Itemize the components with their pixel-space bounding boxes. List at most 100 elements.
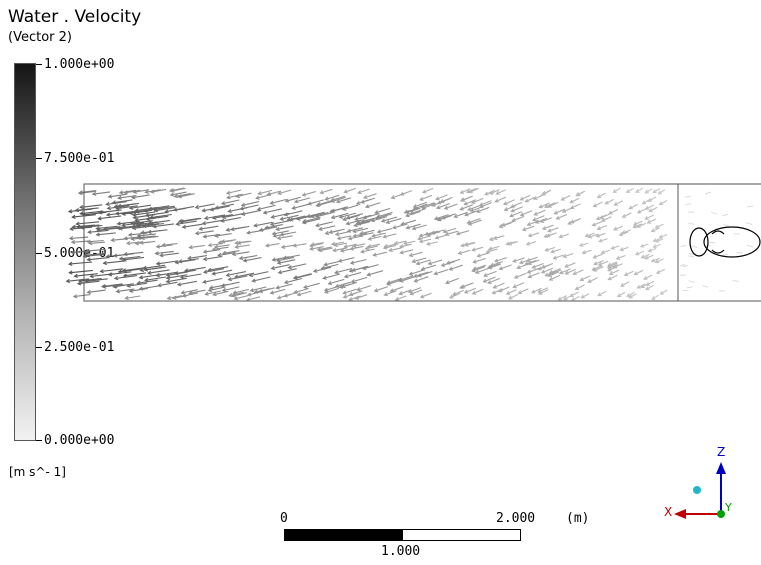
velocity-vector xyxy=(406,223,421,229)
velocity-vector xyxy=(432,200,445,207)
velocity-vector xyxy=(270,288,286,294)
velocity-vector-head xyxy=(118,190,124,195)
velocity-vector-head xyxy=(86,289,91,295)
velocity-vector-head xyxy=(128,205,134,210)
velocity-vector-head xyxy=(537,266,542,271)
velocity-vector-head xyxy=(644,216,649,220)
velocity-vector xyxy=(158,281,178,287)
velocity-vector xyxy=(247,229,265,234)
velocity-vector-head xyxy=(547,228,552,233)
velocity-vector-head xyxy=(262,210,268,215)
velocity-vector xyxy=(648,247,657,252)
velocity-vector xyxy=(596,232,606,238)
velocity-vector xyxy=(633,220,643,226)
velocity-vector-head xyxy=(567,220,572,225)
velocity-vector xyxy=(284,291,299,297)
velocity-vector xyxy=(133,211,156,216)
velocity-vector xyxy=(608,209,619,215)
velocity-vector-head xyxy=(405,213,410,218)
velocity-vector-head xyxy=(424,231,429,236)
velocity-vector-head xyxy=(155,244,161,249)
velocity-vector xyxy=(637,222,647,228)
velocity-vector xyxy=(371,216,388,222)
velocity-vector xyxy=(203,249,221,253)
velocity-vector-head xyxy=(338,284,344,289)
velocity-vector-head xyxy=(79,211,84,216)
legend-tick-0 xyxy=(36,64,42,65)
velocity-vector xyxy=(144,207,166,212)
velocity-vector xyxy=(129,204,151,209)
velocity-vector-head xyxy=(539,218,545,223)
velocity-vector-head xyxy=(383,244,388,249)
velocity-vector xyxy=(464,242,476,247)
velocity-vector xyxy=(155,250,174,255)
velocity-vector xyxy=(333,247,347,252)
velocity-vector-head xyxy=(349,260,355,265)
velocity-vector xyxy=(89,241,105,244)
velocity-vector xyxy=(69,269,93,274)
velocity-vector-head xyxy=(288,217,294,222)
velocity-vector-head xyxy=(548,276,554,281)
velocity-vector xyxy=(342,204,359,211)
velocity-vector-head xyxy=(322,275,327,280)
velocity-vector xyxy=(145,211,168,217)
velocity-vector-head xyxy=(464,212,469,217)
velocity-vector-head xyxy=(641,200,647,205)
velocity-vector xyxy=(479,202,492,208)
velocity-vector xyxy=(445,230,459,236)
velocity-vector-head xyxy=(621,213,627,218)
legend-subtitle: (Vector 2) xyxy=(8,30,72,45)
velocity-vector xyxy=(111,238,128,241)
velocity-vector xyxy=(570,217,582,224)
velocity-vector xyxy=(309,246,324,250)
velocity-vector xyxy=(745,222,753,225)
velocity-vector-head xyxy=(628,205,633,210)
velocity-vector-head xyxy=(448,294,454,299)
velocity-vector xyxy=(445,277,460,284)
velocity-vector-head xyxy=(296,292,302,297)
velocity-vector xyxy=(471,197,484,204)
velocity-vector-head xyxy=(388,248,393,253)
velocity-vector xyxy=(343,214,360,221)
velocity-vector-head xyxy=(657,190,662,195)
velocity-vector-head xyxy=(532,217,537,222)
velocity-vector xyxy=(325,229,341,235)
velocity-vector-head xyxy=(648,208,653,213)
velocity-vector-head xyxy=(457,250,463,255)
velocity-vector-head xyxy=(440,262,446,267)
velocity-vector-head xyxy=(403,240,408,246)
velocity-vector-head xyxy=(234,240,239,245)
velocity-vector-head xyxy=(277,270,283,275)
velocity-vector xyxy=(101,283,123,288)
velocity-vector xyxy=(617,291,626,298)
velocity-vector-head xyxy=(271,257,277,262)
velocity-vector xyxy=(629,293,637,299)
velocity-vector-head xyxy=(487,280,492,284)
velocity-vector-head xyxy=(188,245,193,250)
velocity-vector-head xyxy=(179,274,185,280)
velocity-vector xyxy=(346,219,363,225)
velocity-vector-head xyxy=(258,288,263,294)
velocity-vector xyxy=(68,208,93,213)
velocity-vector-head xyxy=(213,244,219,249)
velocity-vector xyxy=(509,211,523,217)
velocity-vector xyxy=(320,188,333,194)
velocity-vector-head xyxy=(634,251,640,256)
velocity-vector-head xyxy=(115,289,120,294)
velocity-vector-head xyxy=(70,250,75,255)
velocity-vector xyxy=(221,199,240,205)
velocity-vector xyxy=(419,238,432,243)
velocity-vector-head xyxy=(580,294,585,299)
velocity-vector xyxy=(419,194,433,201)
velocity-vector xyxy=(166,277,187,283)
velocity-vector xyxy=(554,208,566,215)
velocity-vector-head xyxy=(340,284,346,289)
velocity-vector-head xyxy=(397,277,403,282)
velocity-vector xyxy=(226,271,247,277)
velocity-vector-head xyxy=(510,208,515,213)
velocity-vector-head xyxy=(238,256,244,261)
velocity-vector xyxy=(499,264,512,270)
velocity-vector xyxy=(647,218,657,224)
velocity-vector xyxy=(434,214,449,220)
